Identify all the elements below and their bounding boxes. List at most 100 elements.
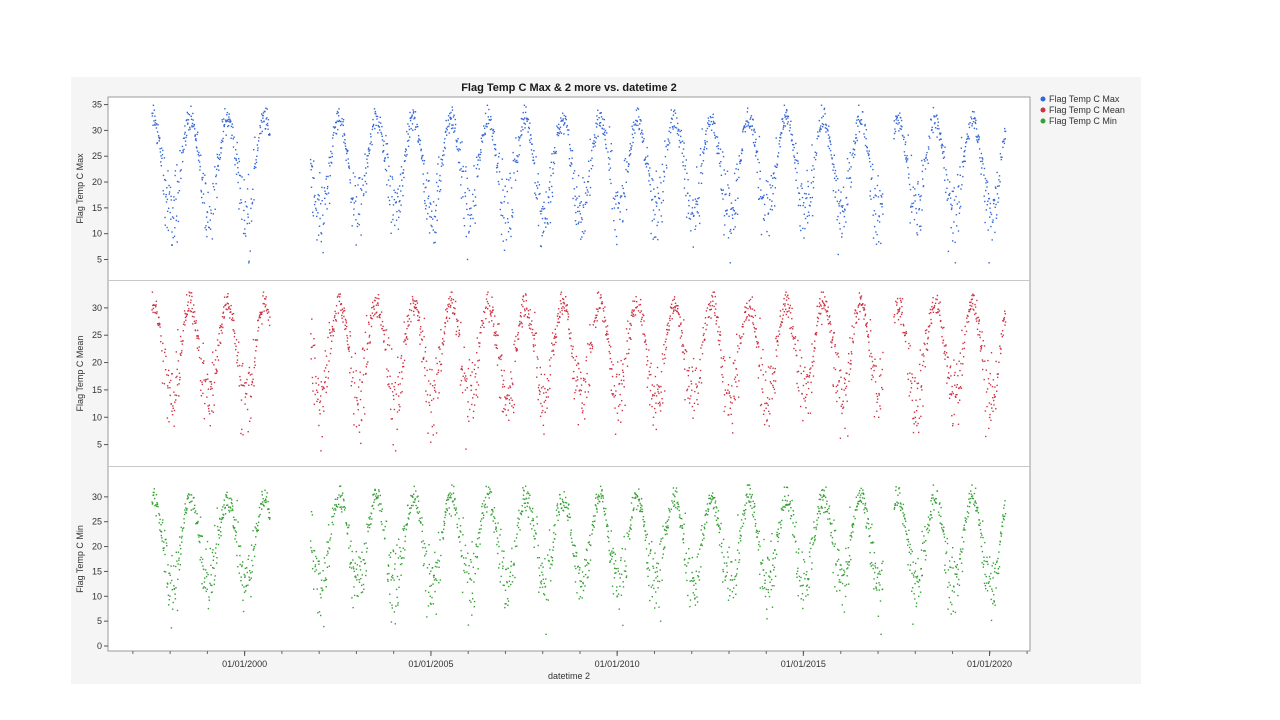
data-point <box>373 501 375 503</box>
data-point <box>967 321 970 323</box>
data-point <box>359 557 361 559</box>
data-point <box>420 158 423 160</box>
data-point <box>334 507 336 510</box>
data-point <box>494 315 496 317</box>
data-point <box>636 301 638 303</box>
data-point <box>565 296 567 298</box>
data-point <box>380 503 382 505</box>
data-point <box>693 402 696 404</box>
data-point <box>567 316 570 318</box>
data-point <box>687 192 689 194</box>
data-point <box>428 401 430 404</box>
data-point <box>536 187 539 189</box>
data-point <box>834 368 837 371</box>
data-point <box>364 413 366 415</box>
data-point <box>951 190 954 192</box>
data-point <box>769 208 772 210</box>
data-point <box>495 154 497 156</box>
data-point <box>665 145 667 148</box>
data-point <box>464 389 467 391</box>
data-point <box>323 370 326 372</box>
data-point <box>153 109 155 111</box>
data-point <box>563 307 565 309</box>
data-point <box>804 227 806 230</box>
data-point <box>790 120 792 122</box>
data-point <box>356 397 358 399</box>
data-point <box>824 127 827 129</box>
data-point <box>170 195 172 198</box>
data-point <box>192 112 194 115</box>
data-point <box>985 189 987 192</box>
data-point <box>665 348 667 351</box>
data-point <box>740 159 742 161</box>
data-point <box>186 304 189 307</box>
data-point <box>195 523 197 525</box>
data-point <box>352 377 354 379</box>
data-point <box>467 401 469 403</box>
data-point <box>543 433 545 435</box>
data-point <box>705 133 707 135</box>
data-point <box>443 142 445 144</box>
data-point <box>194 510 197 512</box>
data-point <box>814 333 817 335</box>
data-point <box>822 302 825 304</box>
data-point <box>922 164 924 167</box>
data-point <box>239 175 242 177</box>
data-point <box>858 318 860 320</box>
data-point <box>578 210 581 213</box>
data-point <box>220 147 223 149</box>
data-point <box>384 525 386 528</box>
data-point <box>245 585 247 588</box>
data-point <box>442 150 445 152</box>
data-point <box>968 126 971 129</box>
data-point <box>515 335 517 338</box>
data-point <box>772 177 774 179</box>
data-point <box>694 369 697 371</box>
data-point <box>406 140 409 142</box>
data-point <box>913 417 915 419</box>
data-point <box>439 189 442 191</box>
data-point <box>405 155 407 157</box>
data-point <box>331 331 333 333</box>
data-point <box>339 120 341 123</box>
data-point <box>915 194 917 196</box>
data-point <box>404 151 407 153</box>
data-point <box>994 386 996 388</box>
data-point <box>855 316 857 318</box>
data-point <box>503 217 505 219</box>
data-point <box>508 179 510 181</box>
data-point <box>990 352 993 354</box>
data-point <box>377 132 379 134</box>
data-point <box>317 612 319 614</box>
data-point <box>382 144 385 147</box>
data-point <box>679 130 681 133</box>
data-point <box>199 559 201 561</box>
data-point <box>421 156 423 158</box>
data-point <box>369 143 371 145</box>
data-point <box>783 124 785 127</box>
data-point <box>872 366 874 368</box>
data-point <box>323 410 325 412</box>
data-point <box>383 160 386 162</box>
data-point <box>324 579 326 581</box>
data-point <box>552 172 554 174</box>
data-point <box>377 302 379 304</box>
data-point <box>153 497 156 500</box>
data-point <box>603 133 605 135</box>
data-point <box>952 392 954 395</box>
data-point <box>893 314 896 316</box>
data-point <box>616 412 619 414</box>
data-point <box>324 197 326 199</box>
data-point <box>558 132 560 135</box>
data-point <box>328 156 330 159</box>
data-point <box>649 404 651 406</box>
data-point <box>570 162 572 164</box>
data-point <box>263 303 266 305</box>
data-point <box>364 153 366 155</box>
data-point <box>169 595 171 597</box>
data-point <box>953 221 955 223</box>
data-point <box>337 295 339 297</box>
data-point <box>574 220 577 222</box>
data-point <box>185 313 187 315</box>
data-point <box>780 137 782 139</box>
